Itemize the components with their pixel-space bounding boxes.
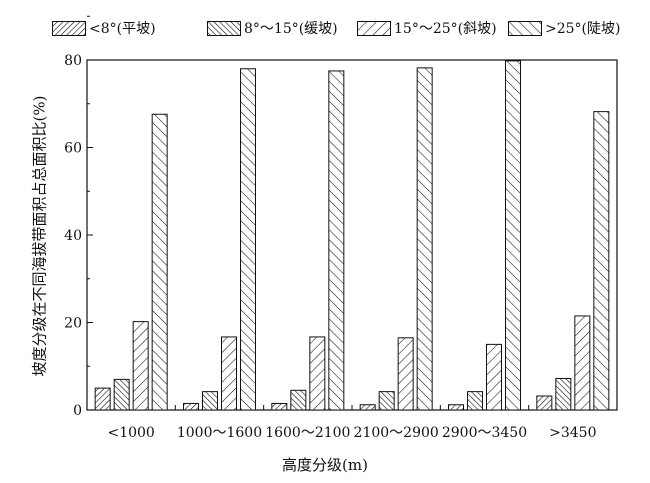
legend-item-steep: >25°(陡坡) xyxy=(508,18,620,38)
legend-item-slope: 15°～25°(斜坡) xyxy=(357,18,497,38)
x-tick-label: 2100～2900 xyxy=(354,425,439,441)
legend-label-flat: <8°(平坡) xyxy=(89,21,156,37)
legend: <8°(平坡) 8°～15°(缓坡) 15°～25°(斜坡) >25°(陡坡) xyxy=(0,0,650,44)
y-tick-label: 80 xyxy=(64,53,82,69)
x-tick-label: <1000 xyxy=(107,425,154,441)
legend-swatch-steep xyxy=(508,20,542,36)
bar xyxy=(574,315,591,411)
legend-item-gentle: 8°～15°(缓坡) xyxy=(207,18,338,38)
bar xyxy=(309,336,326,411)
legend-label-gentle: 8°～15°(缓坡) xyxy=(244,21,338,37)
bar xyxy=(328,70,345,411)
plot-area: 0 20 40 60 80 <1000 1000～1600 1600～2100 2100～290… xyxy=(64,15,618,441)
x-axis-label: 高度分级(m) xyxy=(282,456,368,474)
bar xyxy=(132,321,149,411)
legend-item-flat: <8°(平坡) xyxy=(52,18,156,38)
legend-swatch-slope xyxy=(357,20,391,36)
bar xyxy=(593,111,610,411)
bar xyxy=(397,337,414,411)
x-tick-label: 1600～2100 xyxy=(265,425,350,441)
bar xyxy=(183,402,199,411)
legend-label-steep: >25°(陡坡) xyxy=(545,21,621,37)
x-tick-label: >3450 xyxy=(549,425,596,441)
bar xyxy=(202,391,218,411)
bar xyxy=(221,336,237,411)
bar xyxy=(290,389,307,411)
bar xyxy=(359,404,376,411)
bar xyxy=(271,402,288,411)
x-tick-label: 1000～1600 xyxy=(177,425,262,441)
y-tick-label: 40 xyxy=(64,228,82,244)
x-tick-label: 2900～3450 xyxy=(442,425,527,441)
bar xyxy=(555,378,572,411)
bar xyxy=(486,343,502,411)
bar xyxy=(467,391,483,411)
bar xyxy=(416,67,433,411)
y-axis-label: 坡度分级在不同海拔带面积占总面积比(%) xyxy=(30,95,49,377)
y-tick-label: 20 xyxy=(64,316,82,332)
legend-label-slope: 15°～25°(斜坡) xyxy=(394,21,497,37)
bar xyxy=(94,387,111,411)
bar xyxy=(113,378,130,411)
bar xyxy=(151,113,168,411)
y-tick-label: 60 xyxy=(64,141,82,157)
bar xyxy=(240,68,256,411)
bar xyxy=(448,404,464,411)
bar xyxy=(536,395,553,411)
legend-swatch-flat xyxy=(52,20,86,36)
legend-swatch-gentle xyxy=(207,20,241,36)
bar xyxy=(505,60,521,411)
bar xyxy=(378,391,395,411)
y-tick-label: 0 xyxy=(73,403,82,419)
